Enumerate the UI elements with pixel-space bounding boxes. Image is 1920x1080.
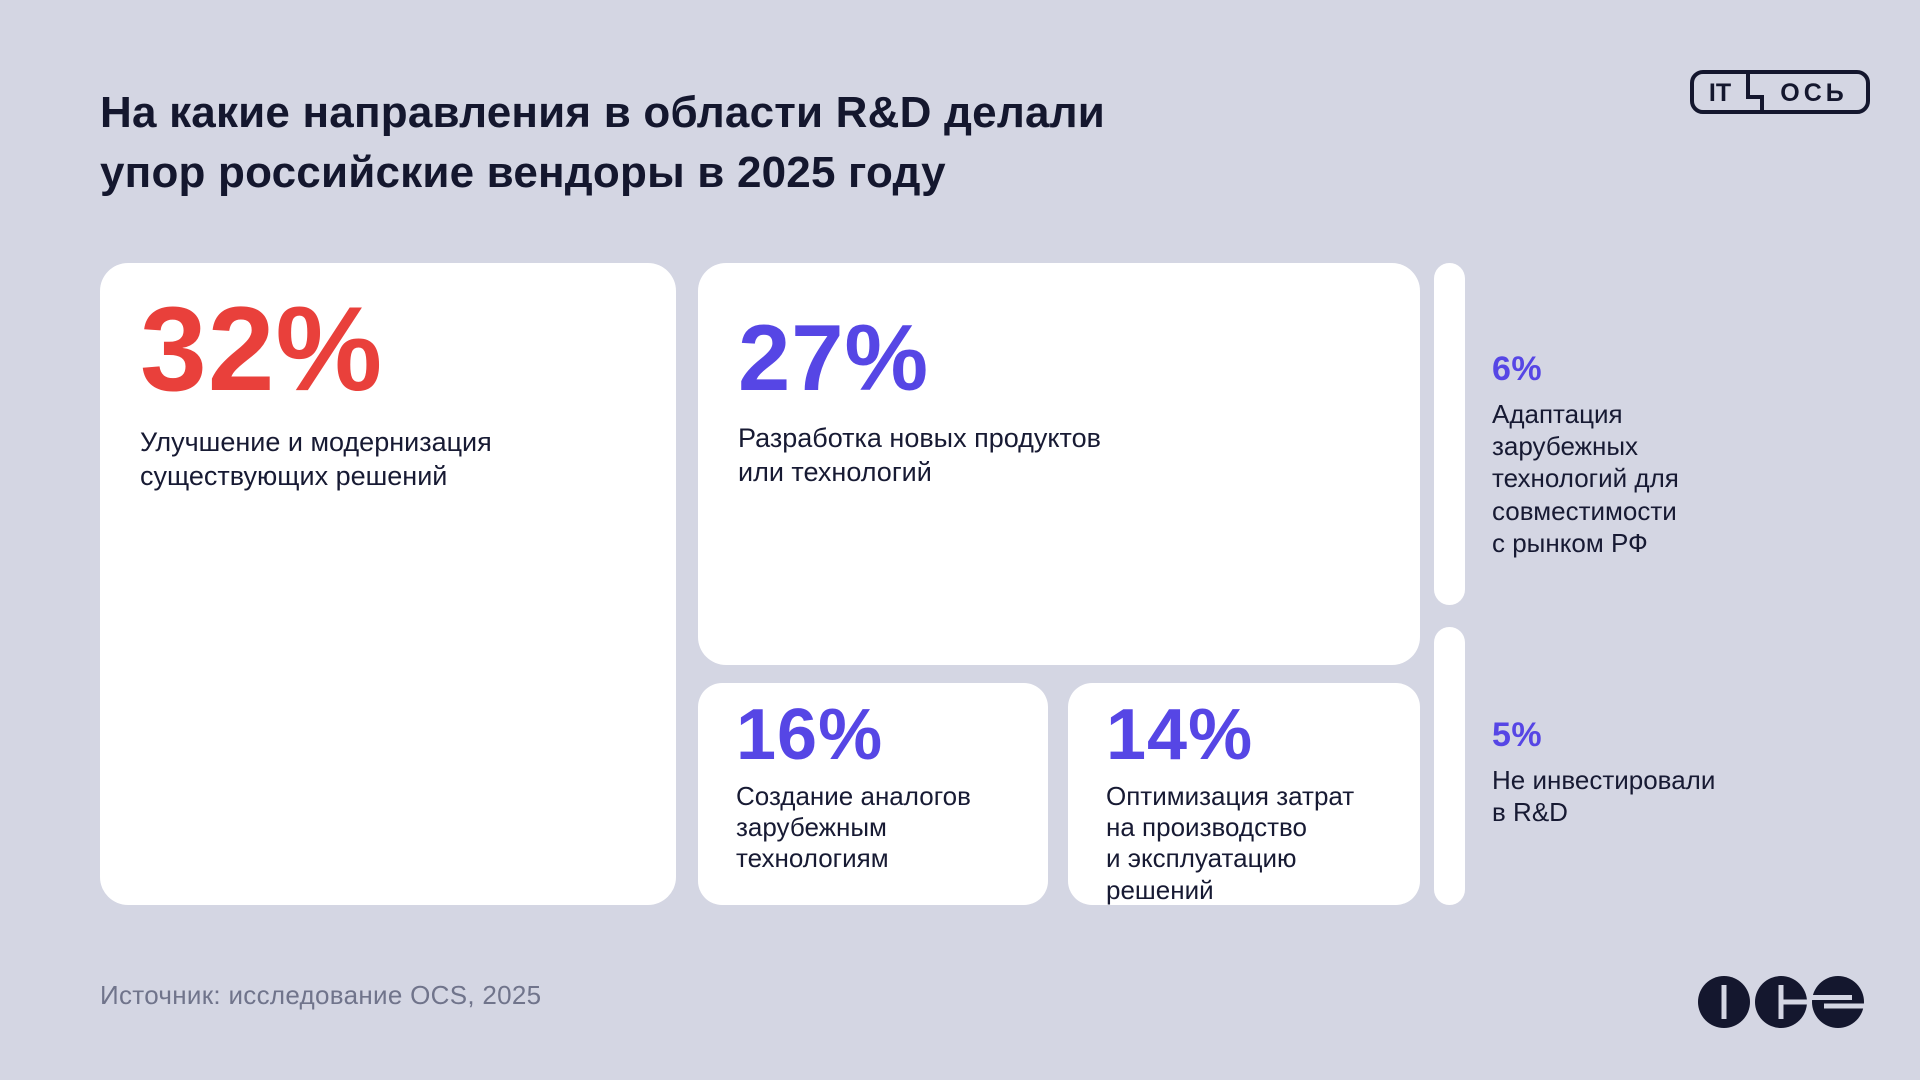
stat-card-analogs: 16% Создание аналогов зарубежным техноло… [698, 683, 1048, 905]
stat-value: 16% [736, 695, 884, 775]
stat-card-cost-optimization: 14% Оптимизация затрат на производство и… [1068, 683, 1420, 905]
it-os-logo: IT ОСЬ [1690, 70, 1870, 114]
divider-pill [1434, 627, 1465, 905]
stat-label: Улучшение и модернизация существующих ре… [140, 427, 492, 492]
side-stat-adaptation: 6% Адаптация зарубежных технологий для с… [1492, 352, 1792, 559]
logo-axis-notch-icon [1746, 72, 1764, 112]
stat-value: 6% [1492, 350, 1543, 388]
stat-value: 5% [1492, 716, 1543, 754]
ocs-letter-c-icon [1755, 976, 1808, 1028]
stat-card-improvement: 32% Улучшение и модернизация существующи… [100, 263, 676, 905]
logo-frame-icon [1690, 70, 1870, 114]
logo-it-text: IT [1709, 79, 1731, 107]
ocs-letter-s-icon [1812, 976, 1865, 1028]
stat-card-new-products: 27% Разработка новых продуктов или техно… [698, 263, 1420, 665]
page-title: На какие направления в области R&D делал… [100, 88, 1106, 198]
stat-label: Не инвестировали в R&D [1492, 765, 1716, 828]
ocs-logo [1698, 976, 1865, 1028]
stat-value: 14% [1106, 695, 1254, 775]
ocs-letter-o-icon [1698, 976, 1750, 1028]
stat-value: 27% [738, 305, 930, 410]
stat-label: Оптимизация затрат на производство и экс… [1106, 781, 1355, 905]
stat-label: Создание аналогов зарубежным технологиям [736, 781, 971, 874]
source-text: Источник: исследование OCS, 2025 [100, 980, 542, 1010]
logo-os-text: ОСЬ [1780, 79, 1847, 107]
stat-label: Адаптация зарубежных технологий для совм… [1492, 399, 1679, 558]
divider-pill [1434, 263, 1465, 605]
stat-label: Разработка новых продуктов или технологи… [738, 423, 1101, 488]
stat-value: 32% [140, 282, 384, 416]
side-stat-no-investment: 5% Не инвестировали в R&D [1492, 718, 1792, 828]
